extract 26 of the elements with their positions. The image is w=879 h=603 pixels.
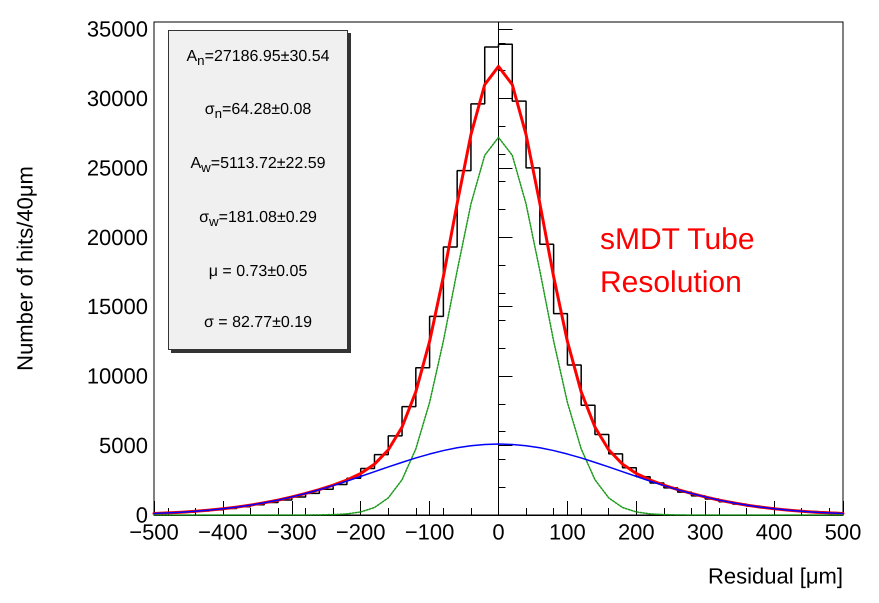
y-tick-label: 5000 — [99, 433, 148, 458]
x-tick-label: 0 — [492, 520, 505, 544]
annotation: σ$_{w}$=181.08±0.29 — [199, 208, 317, 230]
y-tick-label: 30000 — [86, 86, 148, 111]
annotation: A$_{n}$=27186.95±30.54 — [186, 48, 330, 68]
x-tick-label: 200 — [618, 520, 655, 544]
x-tick-label: 100 — [549, 520, 586, 544]
annotation: μ = 0.73±0.05 — [208, 262, 308, 281]
x-tick-label: −100 — [404, 520, 454, 544]
x-tick-label: −300 — [267, 520, 317, 544]
annotation: sMDT Tube Resolution — [600, 222, 756, 301]
annotation: A$_{w}$=5113.72±22.59 — [190, 155, 326, 176]
x-tick-label: −200 — [336, 520, 386, 544]
x-tick-label: 400 — [756, 520, 792, 544]
y-tick-label: 35000 — [86, 16, 148, 42]
x-tick-label: 500 — [824, 520, 862, 544]
annotation: σ$_{n}$=64.28±0.08 — [204, 101, 312, 122]
y-tick-label: 25000 — [86, 155, 148, 180]
y-tick-label: 15000 — [86, 294, 148, 320]
x-tick-label: −400 — [198, 520, 248, 544]
y-tick-label: 20000 — [86, 224, 148, 250]
x-axis-title: Residual [μm] — [708, 564, 843, 588]
annotation: σ = 82.77±0.19 — [204, 314, 312, 332]
y-tick-label: 10000 — [86, 364, 148, 389]
x-tick-label: 300 — [686, 520, 724, 544]
y-axis-title: Number of hits/40μm — [12, 166, 38, 371]
